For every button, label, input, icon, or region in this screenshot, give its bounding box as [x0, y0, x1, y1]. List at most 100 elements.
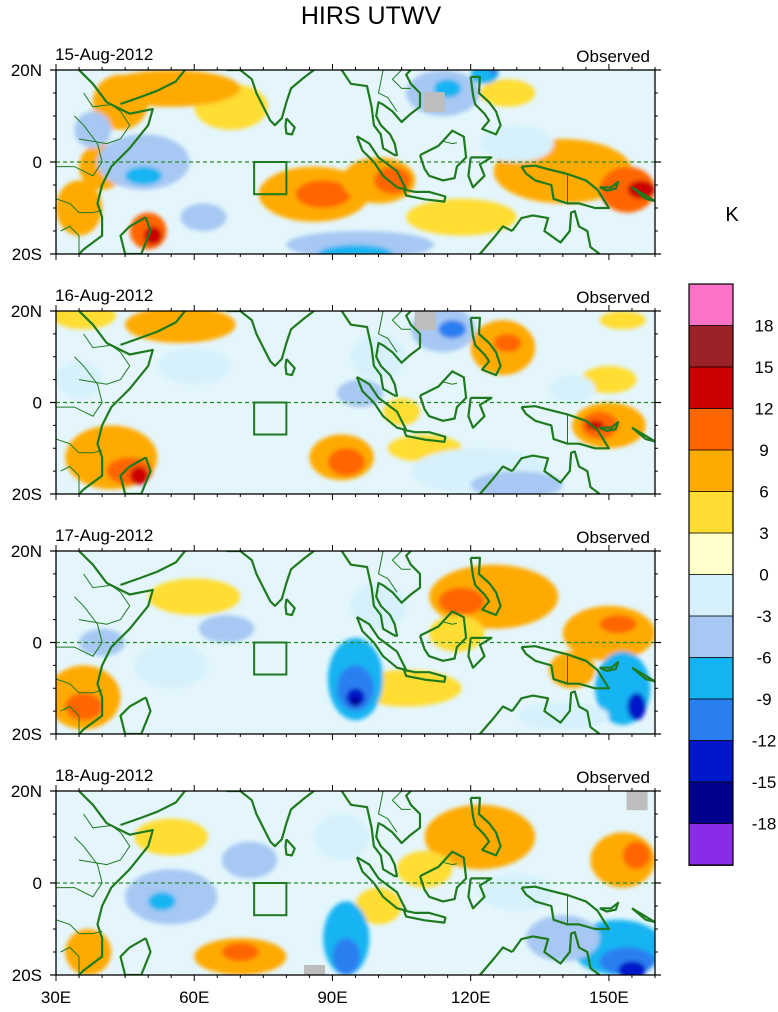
map-panel: 16-Aug-2012 Observed 20N 0 20S [11, 286, 661, 504]
country-border [323, 70, 324, 71]
contour-blob [350, 697, 361, 707]
colorbar-label: 18 [755, 317, 774, 336]
contour-blob [318, 244, 393, 254]
coastline [520, 885, 610, 931]
colorbar-swatch [688, 532, 734, 576]
chart-title: HIRS UTWV [301, 2, 442, 30]
coastline [120, 311, 186, 346]
missing-data-cell [304, 965, 326, 975]
colorbar-swatch [688, 366, 734, 410]
contour-blob [489, 70, 499, 75]
colorbar-label: 6 [759, 483, 768, 502]
colorbar-label: 3 [759, 524, 768, 543]
coastlines [78, 70, 655, 254]
colorbar-label: -12 [752, 732, 777, 751]
coastline [631, 907, 655, 924]
lat-label: 20N [11, 542, 42, 561]
observed-label: Observed [576, 47, 650, 66]
colorbar-swatch [688, 574, 734, 617]
country-border [391, 551, 411, 570]
missing-data-cell [414, 311, 436, 331]
contour-blob [327, 448, 365, 476]
contour-blob [125, 311, 236, 344]
country-border [60, 465, 80, 494]
coastline [469, 796, 502, 857]
country-border [377, 70, 398, 112]
country-border [442, 861, 457, 866]
coastline [78, 70, 154, 254]
lon-label: 90E [317, 988, 347, 1007]
coastline [355, 375, 408, 431]
colorbar-swatch [688, 698, 734, 742]
colorbar-label: -6 [756, 649, 771, 668]
contour-blob [134, 818, 209, 856]
contour-blob [581, 365, 637, 394]
lon-label: 60E [179, 988, 209, 1007]
coastline [479, 705, 513, 734]
contour-blob [599, 615, 637, 634]
map-field [56, 311, 655, 494]
coastline [631, 666, 655, 683]
contour-blob [295, 180, 351, 208]
coastline [418, 129, 468, 182]
colorbar-label: -18 [752, 815, 777, 834]
contour-blob [198, 615, 255, 643]
lat-label: 0 [33, 394, 42, 413]
contour-blob [143, 226, 162, 245]
coastline [479, 225, 513, 254]
coastline [511, 931, 601, 975]
coastline [520, 645, 610, 690]
study-region-box [253, 161, 288, 196]
study-region-box [253, 882, 288, 917]
lat-label: 20N [11, 302, 42, 321]
colorbar-swatch [688, 408, 734, 451]
contour-blob [148, 892, 176, 911]
colorbar-swatch [688, 449, 734, 493]
lat-label: 0 [33, 153, 42, 172]
contour-blob [221, 841, 278, 879]
colorbar-label: -15 [752, 773, 777, 792]
panel-date-label: 16-Aug-2012 [55, 286, 153, 305]
coastline [355, 615, 408, 672]
coastline [226, 791, 315, 848]
coastlines [78, 791, 655, 975]
coastline [284, 598, 296, 617]
panel-date-label: 17-Aug-2012 [55, 526, 153, 545]
contour-blob [56, 180, 103, 236]
coastline [511, 690, 601, 734]
observed-label: Observed [576, 768, 650, 787]
contour-blob [355, 887, 402, 925]
contour-blob [92, 74, 149, 130]
coastline [402, 188, 447, 203]
colorbar-label: 0 [759, 566, 768, 585]
borders [56, 70, 568, 254]
colorbar-label: -3 [756, 607, 771, 626]
map-field [56, 551, 655, 734]
coastline [120, 791, 186, 827]
colorbar-swatch [688, 657, 734, 700]
map-panels: 15-Aug-2012 Observed 20N 0 20S 16-Aug-2012 Obs… [11, 45, 661, 1007]
colorbar-swatch [688, 781, 734, 825]
coastline [284, 117, 296, 136]
contour-blob [493, 333, 522, 353]
contour-blob [549, 375, 596, 403]
contour-blob [627, 692, 646, 721]
country-border [78, 573, 131, 625]
borders [56, 791, 568, 975]
coastline [479, 946, 513, 975]
coastline [467, 877, 493, 910]
coastline [355, 856, 408, 912]
colorbar-swatch [688, 823, 734, 866]
contour-blob [157, 347, 232, 385]
study-region-box [253, 641, 288, 676]
country-border [60, 705, 80, 734]
colorbar-swatch [688, 491, 734, 534]
contour-blob [599, 166, 655, 213]
coastline [418, 370, 468, 422]
panel-date-label: 18-Aug-2012 [55, 766, 153, 785]
colorbar-swatch [688, 740, 734, 783]
country-border [60, 225, 80, 254]
contour-blob [479, 125, 554, 162]
map-panel: 18-Aug-2012 Observed 20N 0 20S [11, 766, 661, 985]
country-border [56, 596, 103, 657]
